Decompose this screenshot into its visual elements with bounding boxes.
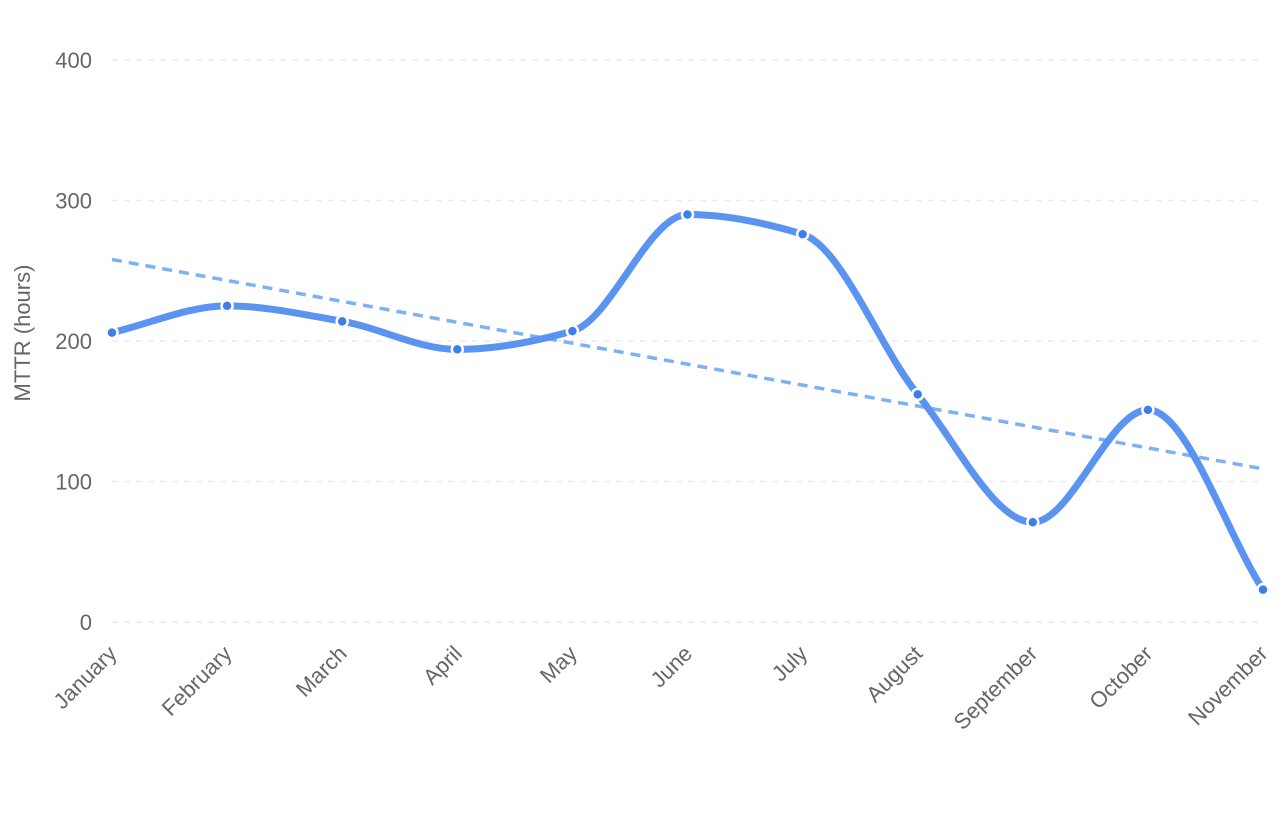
x-tick-label: October	[1084, 641, 1157, 714]
x-tick-label: July	[767, 641, 812, 686]
series-group	[105, 207, 1270, 597]
y-axis-ticks: 0 100 200 300 400	[55, 48, 92, 635]
x-axis-ticks: January February March April May June July Augu…	[49, 641, 1273, 735]
data-point[interactable]	[910, 387, 925, 402]
data-point[interactable]	[105, 325, 119, 340]
x-tick-label: May	[535, 641, 582, 688]
trendline-group	[111, 257, 1264, 471]
data-point[interactable]	[795, 227, 810, 241]
x-tick-label: September	[949, 641, 1043, 735]
x-tick-label: January	[49, 641, 122, 714]
trendline	[111, 257, 1264, 471]
x-tick-label: August	[861, 641, 927, 707]
y-tick-label: 0	[80, 610, 92, 635]
x-tick-label: November	[1183, 641, 1272, 730]
data-point[interactable]	[680, 207, 695, 222]
data-point[interactable]	[565, 324, 580, 338]
y-tick-label: 100	[55, 470, 92, 495]
gridlines	[112, 59, 1260, 623]
x-tick-label: March	[291, 641, 352, 702]
data-point[interactable]	[335, 314, 349, 329]
y-tick-label: 300	[55, 189, 92, 214]
data-point[interactable]	[1026, 515, 1040, 529]
series-line	[108, 211, 1267, 594]
data-point[interactable]	[1141, 403, 1155, 417]
data-point[interactable]	[1256, 582, 1270, 597]
x-tick-label: June	[646, 641, 697, 692]
y-tick-label: 200	[55, 329, 92, 354]
data-point[interactable]	[220, 299, 234, 313]
x-tick-label: April	[418, 641, 467, 690]
data-point[interactable]	[450, 342, 465, 357]
x-tick-label: February	[157, 641, 237, 721]
y-axis-title: MTTR (hours)	[10, 265, 35, 402]
y-tick-label: 400	[55, 48, 92, 73]
